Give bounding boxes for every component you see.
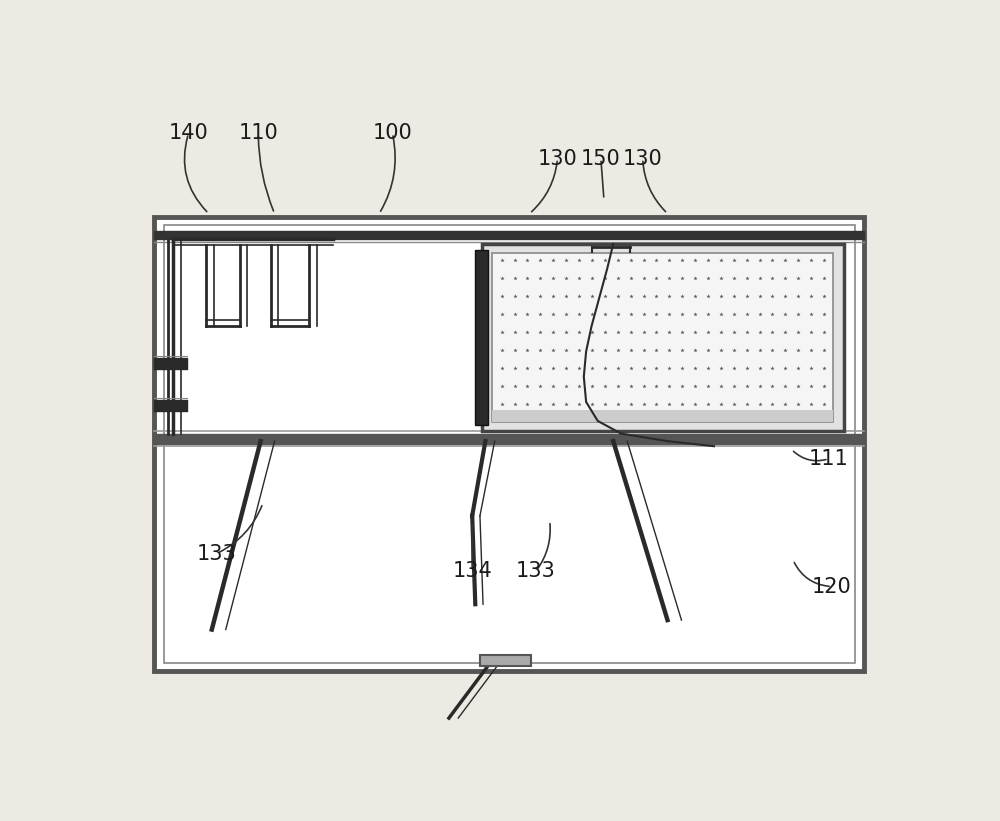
Text: 150: 150	[581, 149, 621, 168]
Text: 133: 133	[197, 544, 236, 564]
Text: 134: 134	[452, 562, 492, 581]
Text: 130: 130	[538, 149, 577, 168]
Bar	[492, 253, 833, 422]
Bar	[492, 410, 833, 422]
Bar	[164, 225, 855, 663]
Text: 130: 130	[623, 149, 663, 168]
Text: 140: 140	[169, 123, 208, 144]
Bar	[475, 250, 488, 424]
Bar	[480, 655, 531, 666]
Bar	[154, 217, 864, 671]
Bar	[482, 244, 844, 431]
Text: 133: 133	[516, 562, 556, 581]
Text: 120: 120	[812, 576, 852, 597]
Text: 111: 111	[809, 449, 849, 469]
Text: 100: 100	[372, 123, 412, 144]
Text: 110: 110	[238, 123, 278, 144]
